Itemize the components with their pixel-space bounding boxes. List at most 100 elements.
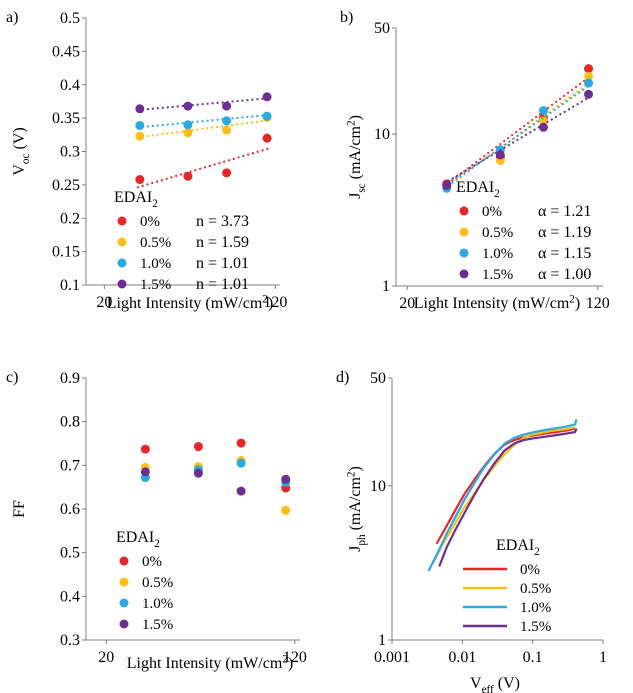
data-point [538, 106, 548, 116]
data-point [236, 438, 246, 448]
legend-label: 0.5% [142, 575, 173, 591]
legend-label: 0% [140, 214, 160, 230]
legend: EDAI2 0% 0.5% 1.0% 1.5% [463, 537, 551, 635]
legend-swatch [117, 258, 127, 268]
legend: EDAI2 0% α = 1.21 0.5% α = 1.19 1.0% α = 1.15 1… [456, 179, 591, 283]
data-point [584, 64, 594, 74]
x-tick-label: 20 [98, 649, 114, 666]
trend-line [442, 94, 593, 185]
data-point [222, 116, 232, 126]
legend-label: 0% [482, 204, 502, 220]
legend-label: 1.0% [520, 600, 551, 616]
legend-stat-label: n = 1.59 [196, 234, 249, 251]
x-tick-label: 120 [263, 294, 287, 311]
data-point [442, 180, 452, 190]
data-point [538, 116, 548, 126]
data-point [193, 468, 203, 478]
legend-label: 1.5% [142, 617, 173, 633]
x-tick-label: 0.1 [523, 649, 543, 666]
y-tick-label: 0.8 [60, 414, 80, 431]
x-tick-label: 120 [586, 295, 610, 312]
y-tick-label: 0.3 [60, 632, 80, 649]
x-tick-label: 0.01 [448, 649, 476, 666]
data-point [281, 505, 291, 515]
legend-swatch [117, 216, 127, 226]
data-point [140, 444, 150, 454]
legend-swatch [119, 577, 129, 587]
y-tick-label: 0.9 [60, 370, 80, 387]
y-axis-label: Jsc (mA/cm2) [345, 115, 367, 199]
data-point [584, 71, 594, 81]
x-tick-label: 1 [599, 649, 607, 666]
panel-d: d) 1 10 50 0.001 0.01 0.1 1 Veff (V) Jph (mA/cm2)… [336, 369, 607, 693]
data-point [193, 442, 203, 452]
y-tick-label: 0.5 [60, 10, 80, 27]
trend-line [442, 82, 593, 190]
legend-stat-label: n = 1.01 [196, 276, 249, 293]
data-point [236, 458, 246, 468]
legend-label: 0% [142, 554, 162, 570]
legend-title: EDAI2 [116, 529, 160, 550]
legend-title: EDAI2 [456, 179, 500, 200]
data-point [236, 486, 246, 496]
data-point [183, 171, 193, 181]
data-point [135, 104, 145, 114]
y-tick-label: 0.15 [52, 244, 80, 261]
legend-stat-label: α = 1.15 [538, 245, 591, 262]
data-point [262, 111, 272, 121]
trend-line [136, 147, 271, 189]
y-tick-label: 1 [378, 632, 386, 649]
data-point [495, 150, 505, 160]
y-tick-label: 50 [374, 20, 390, 37]
legend-label: 1.5% [482, 267, 513, 283]
legend-label: 0.5% [482, 225, 513, 241]
y-tick-label: 0.7 [60, 457, 80, 474]
legend-stat-label: n = 1.01 [196, 255, 249, 272]
y-tick-label: 10 [374, 126, 390, 143]
data-point [183, 120, 193, 130]
panel-b: b) 1 10 50 20 120 Light Intensity (mW/cm2) Jsc … [340, 9, 610, 312]
y-tick-label: 0.4 [60, 588, 80, 605]
data-point [135, 175, 145, 185]
y-tick-label: 0.25 [52, 177, 80, 194]
legend-label: 1.0% [482, 246, 513, 262]
legend-label: 0.5% [140, 235, 171, 251]
y-tick-label: 0.35 [52, 110, 80, 127]
legend-swatch [119, 619, 129, 629]
x-tick-label: 120 [283, 649, 307, 666]
panel-a: a) 0.1 0.15 0.2 0.25 0.3 0.35 0.4 0.45 0.5 20 120Li… [6, 9, 287, 312]
y-tick-label: 0.4 [60, 77, 80, 94]
y-tick-label: 10 [370, 478, 386, 495]
panel-label: a) [6, 9, 18, 26]
x-tick-label: 20 [399, 295, 415, 312]
trend-line [136, 97, 270, 112]
data-point [183, 128, 193, 138]
trend-line [442, 74, 593, 188]
x-axis-label: Light Intensity (mW/cm2) [107, 293, 273, 312]
trend-line [136, 119, 270, 139]
legend-stat-label: α = 1.21 [538, 203, 591, 220]
legend-swatch [459, 206, 469, 216]
y-tick-label: 0.45 [52, 43, 80, 60]
legend-stat-label: α = 1.19 [538, 224, 591, 241]
legend-swatch [117, 279, 127, 289]
legend-label: 1.0% [140, 256, 171, 272]
y-tick-label: 0.6 [60, 501, 80, 518]
data-point [281, 474, 291, 484]
legend-swatch [117, 237, 127, 247]
panel-label: c) [6, 369, 18, 386]
y-tick-label: 1 [382, 278, 390, 295]
legend-swatch [119, 598, 129, 608]
trend-line [136, 113, 270, 129]
data-point [538, 122, 548, 132]
x-axis-label: Light Intensity (mW/cm2) [127, 653, 293, 672]
x-tick-label: 0.001 [374, 649, 410, 666]
y-tick-label: 50 [370, 370, 386, 387]
legend-title: EDAI2 [496, 537, 540, 558]
x-tick-label: 20 [96, 294, 112, 311]
data-point [584, 89, 594, 99]
data-point [262, 133, 272, 143]
y-tick-label: 0.3 [60, 144, 80, 161]
